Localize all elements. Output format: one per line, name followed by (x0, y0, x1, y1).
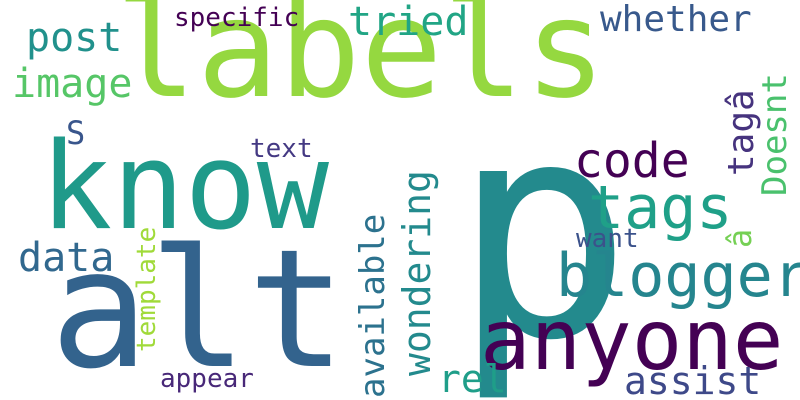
word-specific: specific (174, 3, 300, 33)
word-blogger: blogger (556, 241, 800, 311)
word-wondering: wondering (395, 170, 439, 376)
word-image: image (12, 61, 133, 107)
word-alt: alt (50, 214, 347, 400)
word-assist: assist (624, 359, 762, 400)
word-post: post (26, 15, 123, 61)
word-available: available (353, 213, 393, 398)
word-tried: tried (348, 0, 469, 45)
word-labels: labels (115, 0, 607, 129)
word-a-hat: â (721, 228, 759, 248)
word-know: know (40, 118, 329, 257)
word-s: S (66, 114, 86, 152)
word-want: want (576, 224, 639, 254)
word-doesnt: Doesnt (755, 73, 795, 196)
word-data: data (18, 235, 115, 281)
word-whether: whether (600, 0, 752, 40)
word-appear: appear (160, 364, 254, 394)
word-text: text (250, 134, 313, 164)
word-rel: rel (438, 357, 507, 400)
word-code: code (574, 133, 690, 189)
word-tags: tags (588, 173, 733, 243)
word-p: p (452, 57, 633, 400)
word-template: template (132, 226, 162, 352)
word-anyone: anyone (480, 291, 784, 389)
